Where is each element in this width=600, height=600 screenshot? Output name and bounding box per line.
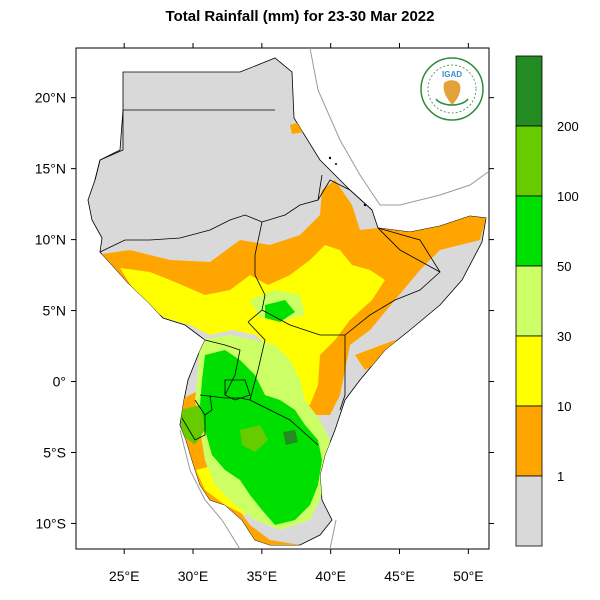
rain-band-200-plus: [283, 430, 298, 445]
border-uganda-drc: [204, 339, 241, 396]
colorbar: 1 10 30 50 100 200: [515, 55, 579, 547]
border-burundi: [181, 415, 206, 441]
y-axis: 20°N 15°N 10°N 5°N 0° 5°S 10°S: [35, 90, 494, 531]
border-somaliland: [377, 227, 441, 273]
border-ethiopia-eritrea: [317, 179, 373, 211]
red-sea-islands: [328, 156, 367, 207]
colorbar-label: 1: [557, 469, 564, 484]
map-title: Total Rainfall (mm) for 23-30 Mar 2022: [165, 8, 435, 25]
colorbar-bin: [515, 265, 543, 337]
colorbar-bin: [515, 55, 543, 127]
y-tick-label: 10°S: [35, 515, 66, 531]
colorbar-bin: [515, 335, 543, 407]
colorbar-label: 10: [557, 399, 571, 414]
colorbar-label: 100: [557, 189, 579, 204]
border-kenya-tanzania: [249, 399, 319, 446]
africa-icon: [443, 80, 461, 105]
igad-logo: IGAD: [420, 57, 484, 121]
coastline-gray: [309, 48, 489, 206]
border-ethiopia-somalia: [320, 227, 441, 336]
colorbar-bin: [515, 405, 543, 477]
y-tick-label: 20°N: [35, 90, 66, 106]
colorbar-label: 30: [557, 329, 571, 344]
border-rwanda-burundi: [199, 394, 251, 401]
y-tick-label: 5°S: [43, 444, 66, 460]
colorbar-label: 200: [557, 119, 579, 134]
border-lake-victoria: [224, 379, 251, 401]
y-tick-label: 0°: [53, 374, 66, 390]
border-kenya-ethiopia: [261, 309, 321, 336]
coastline-gray-east: [329, 519, 337, 549]
rain-band-10-30: [120, 245, 385, 405]
border-kenya-somalia: [339, 335, 346, 411]
colorbar-bin: [515, 475, 543, 547]
y-tick-label: 15°N: [35, 161, 66, 177]
border-south-sudan-ethiopia: [247, 221, 266, 323]
x-tick-label: 30°E: [178, 568, 209, 584]
x-tick-label: 50°E: [453, 568, 484, 584]
colorbar-bin: [515, 125, 543, 197]
x-tick-label: 35°E: [247, 568, 278, 584]
logo-text: IGAD: [442, 70, 462, 79]
rain-band-50-100-ethiopia: [265, 300, 295, 322]
x-tick-label: 40°E: [315, 568, 346, 584]
rain-band-100-200-b: [240, 425, 268, 452]
x-tick-label: 45°E: [384, 568, 415, 584]
border-chad-sudan: [94, 110, 124, 181]
coastline-gray-south: [179, 429, 241, 549]
border-uganda-kenya: [247, 321, 266, 401]
y-tick-label: 5°N: [43, 303, 67, 319]
colorbar-bin: [515, 195, 543, 267]
x-axis: 25°E 30°E 35°E 40°E 45°E 50°E: [109, 43, 484, 584]
x-tick-label: 25°E: [109, 568, 140, 584]
country-borders: [94, 109, 441, 446]
colorbar-label: 50: [557, 259, 571, 274]
rain-band-100-200: [180, 405, 205, 445]
border-rwanda: [194, 394, 213, 416]
border-sudan-south: [99, 174, 323, 253]
y-tick-label: 10°N: [35, 232, 66, 248]
